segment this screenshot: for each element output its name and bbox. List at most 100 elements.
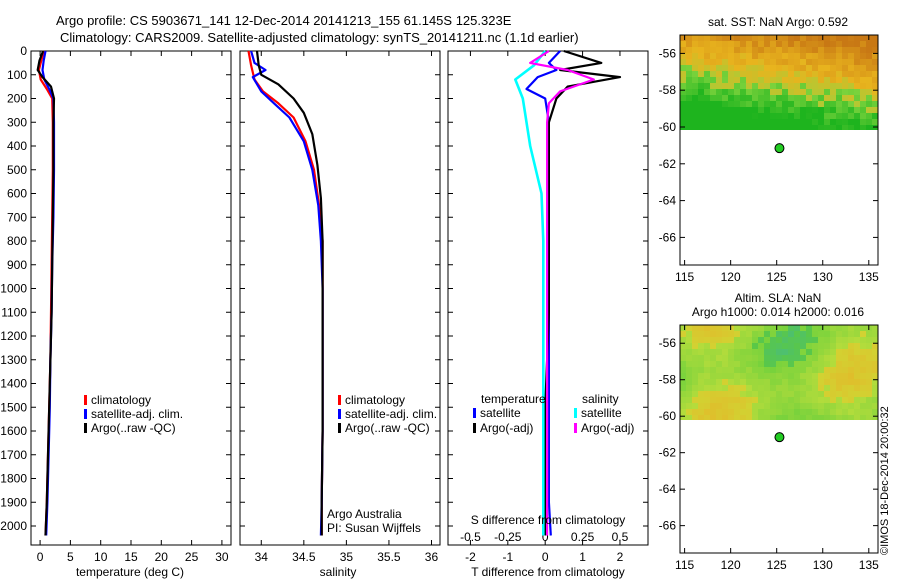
map-cell: [782, 349, 789, 356]
map-cell: [692, 403, 699, 410]
map-cell: [836, 373, 843, 380]
map-cell: [782, 385, 789, 392]
map-cell: [830, 391, 837, 398]
map-cell: [830, 35, 837, 42]
map-cell: [728, 83, 735, 90]
map-cell: [704, 101, 711, 108]
depth-tick-label: 1700: [0, 448, 27, 462]
map-cell: [776, 337, 783, 344]
map-cell: [836, 409, 843, 416]
map-cell: [800, 349, 807, 356]
map-cell: [776, 107, 783, 114]
map-cell: [842, 41, 849, 48]
map-cell: [716, 397, 723, 404]
map-cell: [800, 59, 807, 66]
map-cell: [692, 35, 699, 42]
map-cell: [710, 349, 717, 356]
map-cell: [728, 349, 735, 356]
map-cell: [854, 367, 861, 374]
map-cell: [854, 47, 861, 54]
map-cell: [866, 125, 873, 130]
map-cell: [722, 379, 729, 386]
map-cell: [746, 59, 753, 66]
map-cell: [830, 361, 837, 368]
map-cell: [680, 331, 687, 338]
map-cell: [842, 385, 849, 392]
map-cell: [686, 385, 693, 392]
map-cell: [728, 343, 735, 350]
map-cell: [680, 349, 687, 356]
map-cell: [686, 331, 693, 338]
map-cell: [824, 355, 831, 362]
map-cell: [836, 385, 843, 392]
salinity-xtick-label: 35: [340, 550, 354, 564]
map-cell: [800, 95, 807, 102]
map-cell: [800, 89, 807, 96]
difference-xtick-label: 0: [542, 550, 549, 564]
map-cell: [782, 107, 789, 114]
map-cell: [728, 373, 735, 380]
map-cell: [722, 409, 729, 416]
map-cell: [680, 367, 687, 374]
map-cell: [872, 119, 878, 126]
map-cell: [770, 89, 777, 96]
map-cell: [818, 367, 825, 374]
depth-tick-label: 800: [7, 234, 27, 248]
sla_map-ytick-label: -64: [659, 482, 677, 496]
map-cell: [698, 47, 705, 54]
map-cell: [872, 77, 878, 84]
map-cell: [746, 397, 753, 404]
map-cell: [824, 95, 831, 102]
map-cell: [692, 409, 699, 416]
depth-tick-label: 300: [7, 115, 27, 129]
map-cell: [842, 35, 849, 42]
map-cell: [788, 397, 795, 404]
map-cell: [752, 95, 759, 102]
map-cell: [734, 53, 741, 60]
map-cell: [848, 361, 855, 368]
map-cell: [728, 409, 735, 416]
map-cell: [788, 41, 795, 48]
map-cell: [836, 379, 843, 386]
map-cell: [776, 113, 783, 120]
map-cell: [692, 391, 699, 398]
difference-xtick-label: -2: [465, 550, 476, 564]
map-cell: [794, 385, 801, 392]
map-cell: [812, 95, 819, 102]
map-cell: [722, 59, 729, 66]
map-cell: [722, 373, 729, 380]
map-cell: [716, 59, 723, 66]
legend-label: satellite: [581, 406, 622, 420]
map-cell: [848, 391, 855, 398]
map-cell: [734, 361, 741, 368]
map-cell: [722, 349, 729, 356]
map-cell: [830, 41, 837, 48]
map-cell: [836, 355, 843, 362]
map-cell: [776, 325, 783, 332]
map-cell: [740, 403, 747, 410]
map-cell: [686, 409, 693, 416]
sla-map-subtitle: Argo h1000: 0.014 h2000: 0.016: [692, 305, 864, 319]
map-cell: [854, 403, 861, 410]
map-cell: [872, 373, 878, 380]
map-cell: [704, 367, 711, 374]
map-cell: [710, 59, 717, 66]
depth-tick-label: 1500: [0, 400, 27, 414]
map-cell: [752, 53, 759, 60]
sla_map-ytick-label: -56: [659, 336, 677, 350]
salinity-diff-tick-label: -0.5: [460, 530, 481, 544]
map-cell: [728, 65, 735, 72]
figure-title-line-1: Argo profile: CS 5903671_141 12-Dec-2014…: [56, 13, 512, 28]
map-cell: [746, 71, 753, 78]
map-cell: [716, 107, 723, 114]
map-cell: [758, 343, 765, 350]
map-cell: [686, 325, 693, 332]
map-cell: [830, 343, 837, 350]
sla_map-ytick-label: -60: [659, 409, 677, 423]
map-cell: [704, 89, 711, 96]
map-cell: [836, 403, 843, 410]
map-cell: [800, 47, 807, 54]
map-cell: [776, 403, 783, 410]
map-cell: [818, 101, 825, 108]
map-cell: [860, 59, 867, 66]
